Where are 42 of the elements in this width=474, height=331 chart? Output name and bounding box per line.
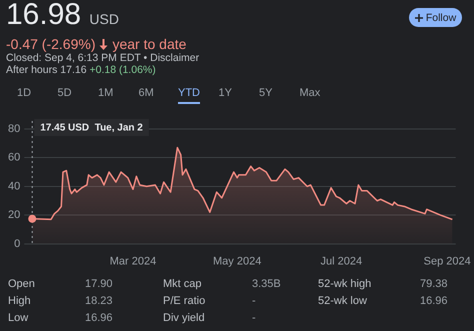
- text: 17.90: [85, 278, 113, 290]
- text: After hours 17.16: [6, 64, 87, 76]
- text: Div yield: [163, 312, 205, 324]
- x-tick-label: Mar 2024: [110, 255, 156, 268]
- text: Closed: Sep 4, 6:13 PM EDT • Disclaimer: [6, 52, 200, 64]
- text: 1D: [17, 87, 32, 101]
- text: Mkt cap: [163, 278, 202, 290]
- annotation: 17.45 USD Tue, Jan 2: [40, 122, 144, 134]
- text: High: [8, 295, 31, 307]
- text: Follow: [426, 12, 456, 24]
- y-tick-label: 40: [8, 180, 20, 192]
- text: 16.96: [85, 312, 113, 324]
- text: USD: [89, 11, 119, 27]
- text: -: [252, 312, 256, 324]
- text: year to date: [112, 36, 186, 52]
- text: 6M: [138, 87, 154, 101]
- text: 5Y: [259, 87, 272, 101]
- text: -0.47 (-2.69%): [6, 36, 96, 52]
- text: 3.35B: [252, 278, 281, 290]
- x-tick-label: Jul 2024: [320, 255, 362, 268]
- text: Open: [8, 278, 35, 290]
- text: P/E ratio: [163, 295, 206, 307]
- text: 1Y: [218, 87, 232, 101]
- y-tick-label: 60: [8, 152, 20, 164]
- text: Max: [300, 87, 320, 101]
- text: Low: [8, 312, 28, 324]
- text: 52-wk low: [318, 295, 367, 307]
- text: 5D: [58, 87, 72, 101]
- text: 52-wk high: [318, 278, 372, 290]
- x-tick-label: Sep 2024: [424, 255, 471, 268]
- y-tick-label: 80: [8, 123, 20, 136]
- text: YTD: [178, 87, 200, 104]
- text: -: [252, 295, 256, 307]
- y-tick-label: 0: [14, 238, 20, 250]
- chart-title: 16.98: [6, 0, 82, 31]
- y-tick-label: 20: [8, 209, 20, 222]
- x-tick-label: May 2024: [213, 255, 262, 268]
- text: 16.96: [420, 295, 448, 307]
- text: 79.38: [420, 278, 448, 290]
- text: +0.18 (1.06%): [89, 64, 156, 76]
- text: 18.23: [85, 295, 113, 307]
- text: 1M: [98, 87, 114, 101]
